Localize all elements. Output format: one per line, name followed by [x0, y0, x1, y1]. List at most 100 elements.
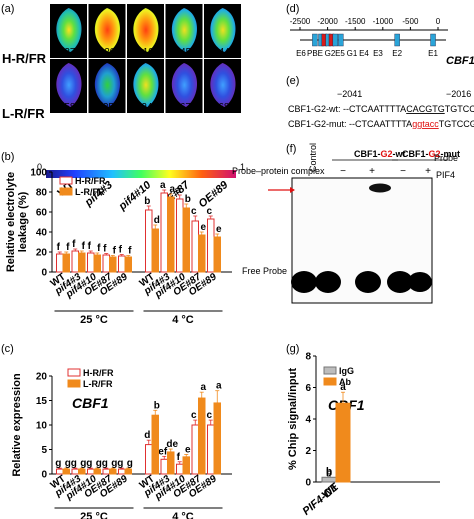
bar-c-1-0-0	[62, 468, 70, 475]
seq-mut-pre: --CTCAATTTTA	[349, 119, 412, 129]
panel-d: (d) -2500 -2000 -1500 -1000 -500 0 E6 PBE G2 E5 G…	[286, 3, 474, 67]
bar-c-0-1-4	[207, 424, 215, 475]
panel-f: (f) Control CBF1-G2-wt CBF1-G2-mut Probe…	[232, 143, 461, 304]
scale-ticks: -2500 -2000 -1500 -1000 -500 0	[290, 17, 441, 30]
complex-label: Probe–protein complex	[232, 166, 325, 176]
gene-label-c: CBF1	[72, 395, 109, 411]
bar-b-0-0-3	[102, 254, 110, 273]
y-tick-label-g-0: 0	[305, 478, 311, 489]
sig-letter-b-1-1-4: e	[216, 224, 222, 235]
sig-letter-c-0-1-1: ef	[158, 446, 168, 457]
sig-letter-c-0-0-3: g	[102, 458, 108, 469]
element-box-e4	[332, 33, 339, 47]
sig-letter-c-1-0-1: g	[80, 458, 86, 469]
y-axis-label-g: % Chip signal/input	[287, 368, 299, 470]
y-tick-label-c-3: 15	[36, 396, 48, 407]
y-tick-label-g-4: 8	[305, 352, 311, 363]
leaf-shape-0-3	[171, 8, 198, 52]
y-tick-label-g-1: 2	[305, 446, 311, 457]
genotype-label-4: OE#89	[196, 179, 231, 211]
leaf-shape-1-2	[133, 63, 159, 107]
panel-d-label: (d)	[286, 3, 299, 15]
seq-wt: CBF1-G2-wt: --CTCAATTTTACACGTGTGTCCGCCTA…	[288, 104, 474, 114]
bar-c-0-0-0	[56, 468, 64, 475]
bar-b-0-0-0	[56, 253, 64, 273]
bar-b-1-1-2	[182, 207, 190, 273]
bar-c-0-0-2	[87, 468, 95, 475]
chart-cbf1-expression: (c) 0 5 10 15 20 Relative expression CBF1 H-R/FR…	[1, 343, 232, 519]
leaf-shape-1-0	[56, 63, 82, 107]
leaf-value-0-4: 0.44c	[210, 47, 234, 58]
leaf-value-0-3: 0.45c	[172, 47, 196, 58]
element-label-e5: E5	[335, 49, 345, 58]
group-label-b-1: 4 °C	[172, 314, 194, 326]
bar-g-1-0-1	[335, 402, 351, 483]
bar-c-0-1-1	[160, 458, 168, 475]
scale-tick-label-3: -1000	[373, 17, 394, 26]
bar-g-0-0-1	[321, 476, 337, 483]
sig-letter-c-1-0-2: g	[96, 458, 102, 469]
sig-letter-b-1-0-3: f	[113, 246, 117, 257]
pif4-sign-0: −	[340, 166, 346, 177]
element-label-e2: E2	[392, 49, 402, 58]
seq-wt-label: CBF1-G2-wt:	[288, 104, 341, 114]
bar-c-0-1-2	[176, 463, 184, 475]
y-tick-label-b-0: 0	[41, 268, 47, 279]
bar-c-1-1-0	[151, 414, 159, 475]
bar-b-1-0-2	[93, 254, 101, 273]
bar-b-1-1-1	[167, 196, 175, 273]
bar-b-0-1-2	[176, 198, 184, 273]
free-probe-label: Free Probe	[242, 266, 287, 276]
group-label-b-0: 25 °C	[80, 314, 108, 326]
seq-mut-label: CBF1-G2-mut:	[288, 119, 347, 129]
element-label-e3: E3	[373, 49, 383, 58]
sig-letter-b-0-0-4: f	[119, 245, 123, 256]
sig-letter-c-0-0-4: g	[117, 458, 123, 469]
leaf-shape-1-3	[171, 63, 198, 107]
sig-letter-b-0-1-0: b	[144, 196, 150, 207]
element-box-e6	[312, 33, 318, 47]
control-lane-label: Control	[308, 143, 318, 172]
leaf-shape-0-0	[56, 8, 82, 52]
scale-tick-label-1: -2000	[317, 17, 338, 26]
element-label-g1: G1	[347, 49, 358, 58]
colorbar	[46, 170, 236, 178]
legend-label-c-1: L-R/FR	[83, 379, 113, 389]
bar-c-0-0-3	[102, 468, 110, 475]
pos-left: −2041	[337, 89, 362, 99]
free-probe-band-mut-minus	[387, 271, 413, 293]
pif4-sign-1: +	[369, 166, 375, 177]
bar-c-1-1-2	[182, 456, 190, 475]
row-pif4-label: PIF4	[436, 170, 455, 180]
y-tick-label-b-3: 60	[36, 208, 48, 219]
element-label-pbe: PBE	[307, 49, 323, 58]
leaf-value-0-2: 0.19f	[134, 47, 156, 58]
leaf-shape-0-4	[210, 8, 236, 52]
row-label-lrfr: L-R/FR	[2, 106, 45, 121]
bar-c-1-1-3	[198, 397, 206, 475]
leaf-value-1-3: 0.67a	[171, 102, 196, 113]
leaf-shape-0-2	[133, 8, 159, 52]
probe-mut-pre: CBF1-	[402, 149, 429, 159]
sig-letter-c-0-0-1: g	[71, 458, 77, 469]
sig-letter-b-0-0-1: f	[72, 239, 76, 250]
sig-letter-c-0-1-3: c	[191, 410, 197, 421]
bar-b-1-1-3	[198, 234, 206, 273]
legend-label-b-1: L-R/FR	[75, 187, 105, 197]
panel-a: (a) H-R/FR L-R/FR 0.37d 0.20f 0.19f 0.45c 0.…	[1, 3, 245, 213]
bar-c-0-0-1	[71, 468, 79, 475]
element-label-g2: G2	[325, 49, 336, 58]
probe-wt-mid: G2	[381, 149, 393, 159]
scale-tick-label-4: -500	[402, 17, 419, 26]
sig-letter-b-1-0-1: f	[82, 241, 86, 252]
leaf-value-1-2: 0.24e	[133, 102, 158, 113]
panel-e-label: (e)	[286, 75, 299, 87]
bar-c-0-1-0	[145, 444, 153, 475]
probe-wt-post: -wt	[393, 149, 406, 159]
sig-letter-c-1-1-4: a	[216, 381, 222, 392]
probe-mut-post: -mut	[441, 149, 461, 159]
sig-letter-b-0-1-2: a	[175, 185, 181, 196]
gene-label: CBF1p	[446, 55, 474, 67]
free-probe-band-wt-plus	[355, 271, 381, 293]
leaf-value-1-4: 0.68a	[210, 102, 235, 113]
